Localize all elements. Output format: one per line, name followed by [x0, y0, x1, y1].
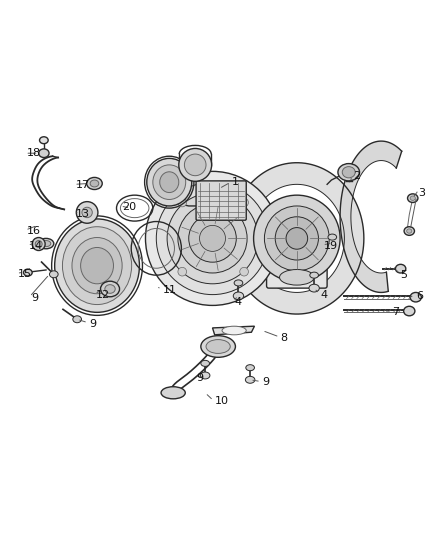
Ellipse shape [41, 240, 51, 247]
Text: 19: 19 [324, 241, 338, 251]
Ellipse shape [309, 284, 319, 292]
Text: 17: 17 [75, 180, 89, 190]
Ellipse shape [87, 177, 102, 190]
Ellipse shape [342, 167, 355, 178]
Ellipse shape [160, 172, 179, 192]
Ellipse shape [49, 271, 58, 278]
Ellipse shape [254, 195, 340, 281]
Text: 11: 11 [163, 285, 177, 295]
Text: 10: 10 [215, 397, 229, 407]
Text: 6: 6 [416, 291, 423, 301]
Text: 3: 3 [418, 188, 425, 198]
Ellipse shape [156, 182, 269, 295]
Ellipse shape [39, 149, 49, 158]
Ellipse shape [153, 165, 186, 199]
Ellipse shape [178, 204, 247, 273]
Ellipse shape [147, 158, 192, 206]
Ellipse shape [178, 198, 187, 207]
Ellipse shape [240, 198, 248, 207]
Ellipse shape [406, 229, 412, 233]
Ellipse shape [233, 292, 244, 300]
Ellipse shape [73, 316, 81, 322]
Text: 9: 9 [262, 377, 269, 387]
Ellipse shape [105, 285, 115, 293]
FancyBboxPatch shape [267, 266, 327, 288]
Ellipse shape [245, 376, 255, 383]
Text: 14: 14 [29, 241, 43, 251]
Text: 15: 15 [18, 269, 32, 279]
Text: 9: 9 [197, 373, 204, 383]
Ellipse shape [407, 194, 418, 203]
Ellipse shape [328, 234, 337, 240]
Text: 9: 9 [89, 319, 96, 328]
Ellipse shape [82, 207, 92, 217]
Ellipse shape [39, 137, 48, 144]
Ellipse shape [38, 238, 54, 249]
Ellipse shape [279, 270, 314, 285]
Ellipse shape [206, 340, 230, 353]
Ellipse shape [167, 193, 258, 284]
Ellipse shape [76, 201, 98, 223]
Ellipse shape [100, 281, 120, 297]
FancyBboxPatch shape [174, 194, 253, 281]
Ellipse shape [410, 293, 421, 302]
Ellipse shape [404, 306, 415, 316]
Ellipse shape [246, 365, 254, 371]
Ellipse shape [184, 154, 206, 176]
Ellipse shape [234, 280, 243, 286]
Text: 18: 18 [27, 148, 41, 158]
Text: 7: 7 [392, 307, 399, 317]
Ellipse shape [338, 164, 360, 181]
Ellipse shape [63, 227, 132, 304]
Text: 8: 8 [280, 333, 287, 343]
Ellipse shape [240, 268, 248, 276]
Ellipse shape [201, 372, 210, 379]
Polygon shape [340, 141, 402, 293]
Ellipse shape [161, 387, 185, 399]
Text: 2: 2 [353, 171, 360, 181]
Text: 9: 9 [31, 293, 38, 303]
Ellipse shape [310, 272, 318, 278]
Ellipse shape [201, 336, 236, 357]
Ellipse shape [275, 217, 318, 260]
Ellipse shape [145, 172, 279, 305]
Ellipse shape [24, 269, 32, 276]
Ellipse shape [222, 326, 246, 335]
Ellipse shape [72, 238, 122, 294]
Ellipse shape [179, 149, 212, 181]
Text: 20: 20 [122, 202, 136, 212]
Ellipse shape [55, 219, 139, 312]
Ellipse shape [410, 196, 415, 200]
Text: 12: 12 [96, 289, 110, 300]
Polygon shape [230, 163, 364, 314]
Text: 13: 13 [75, 209, 89, 219]
Text: 5: 5 [401, 270, 408, 280]
Ellipse shape [32, 238, 45, 251]
Ellipse shape [81, 247, 113, 284]
Ellipse shape [90, 180, 99, 187]
Ellipse shape [189, 215, 236, 262]
Polygon shape [212, 326, 254, 335]
Text: 4: 4 [234, 297, 241, 307]
Ellipse shape [200, 225, 226, 252]
FancyBboxPatch shape [196, 181, 246, 220]
Ellipse shape [286, 228, 307, 249]
Text: 4: 4 [321, 289, 328, 300]
Text: 1: 1 [232, 177, 239, 187]
Text: 16: 16 [27, 226, 41, 236]
Ellipse shape [201, 360, 209, 366]
Ellipse shape [396, 264, 406, 273]
Ellipse shape [178, 268, 187, 276]
Ellipse shape [404, 227, 414, 236]
Ellipse shape [265, 206, 329, 271]
Ellipse shape [35, 240, 42, 247]
